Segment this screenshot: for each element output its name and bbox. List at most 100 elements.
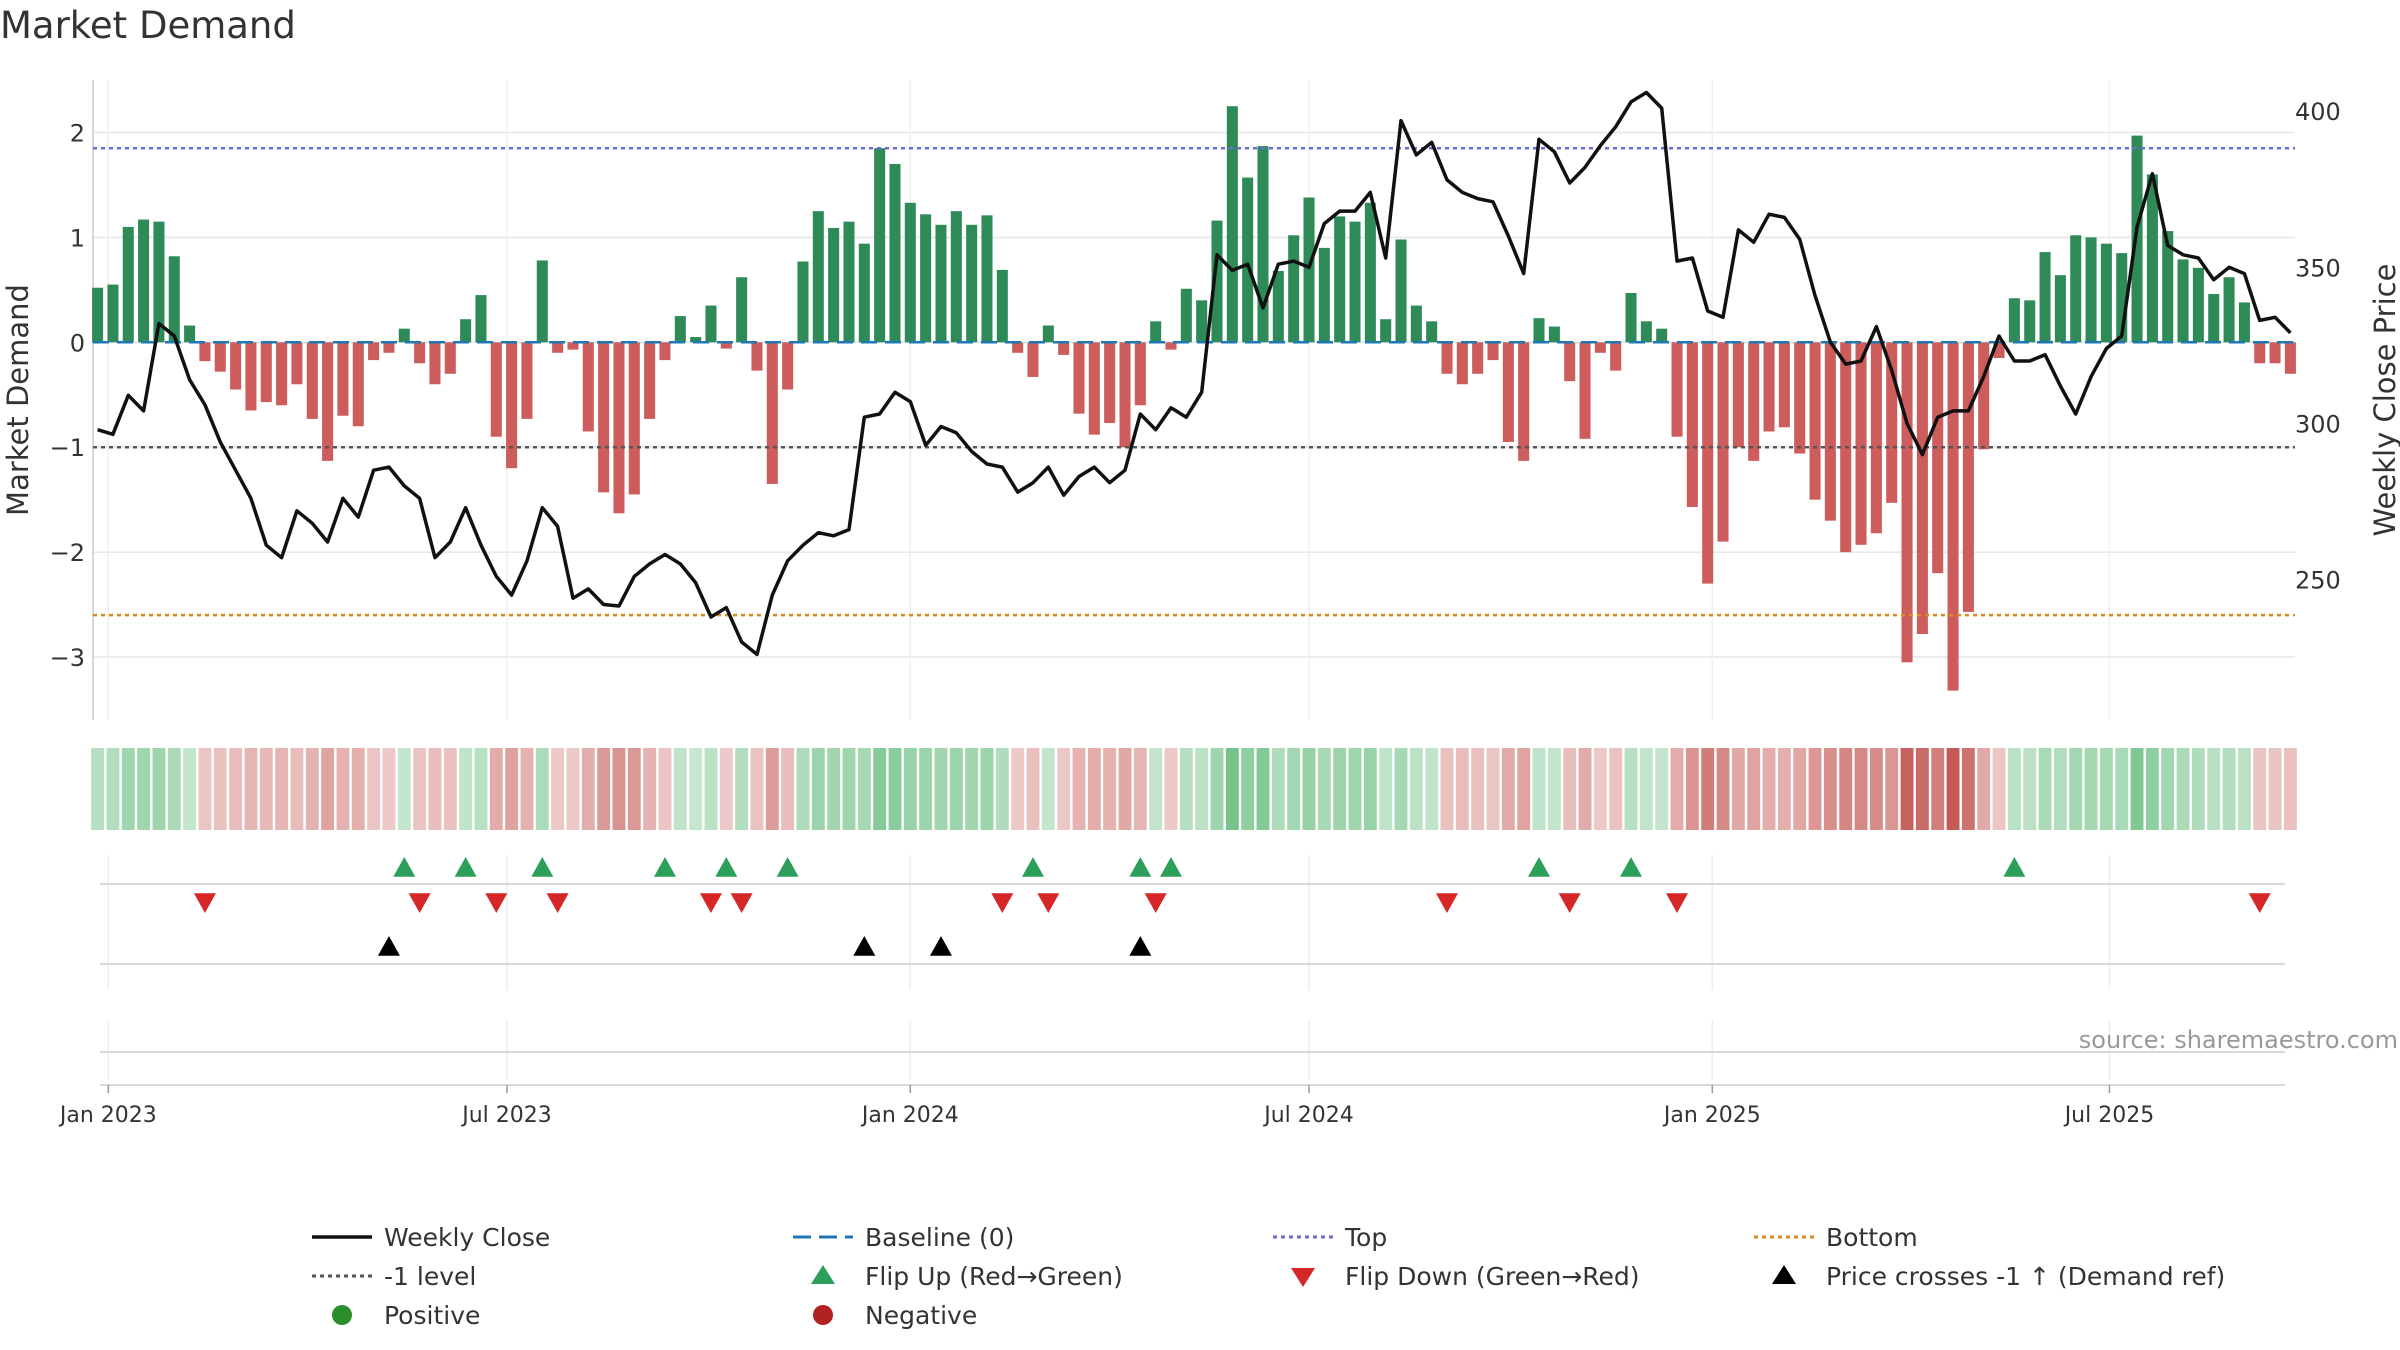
demand-bar xyxy=(1088,342,1100,435)
demand-bar xyxy=(2284,342,2296,374)
heat-strip-cell xyxy=(535,748,549,830)
demand-bar xyxy=(444,342,456,374)
demand-bar xyxy=(690,337,702,343)
demand-bar xyxy=(1441,342,1453,374)
heat-strip-cell xyxy=(597,748,611,830)
demand-bar xyxy=(2254,342,2266,364)
demand-bar xyxy=(843,221,855,343)
x-tick-label: Jul 2023 xyxy=(460,1103,552,1128)
demand-bar xyxy=(2192,267,2204,343)
y-right-tick-label: 250 xyxy=(2295,567,2341,595)
flip-up-marker xyxy=(653,857,676,877)
heat-strip-cell xyxy=(1885,748,1899,830)
demand-bar xyxy=(1947,342,1959,691)
demand-bar xyxy=(214,342,226,372)
demand-bar xyxy=(138,219,150,343)
heat-strip-cell xyxy=(321,748,335,830)
demand-bar xyxy=(322,342,334,461)
demand-bar xyxy=(521,342,533,419)
demand-bar xyxy=(828,227,840,343)
heat-strip-cell xyxy=(137,748,151,830)
demand-bar xyxy=(1732,342,1744,448)
flip-down-marker xyxy=(1037,893,1060,913)
demand-bar xyxy=(1012,342,1024,353)
heat-strip-cell xyxy=(1716,748,1730,830)
heat-strip-cell xyxy=(2222,748,2236,830)
heat-strip-cell xyxy=(627,748,641,830)
heat-strip-cell xyxy=(1087,748,1101,830)
flip-down-marker xyxy=(699,893,722,913)
demand-bar xyxy=(1487,342,1499,361)
demand-bar xyxy=(1794,342,1806,454)
flip-down-marker xyxy=(1144,893,1167,913)
x-tick-label: Jan 2025 xyxy=(1662,1103,1761,1128)
heat-strip-cell xyxy=(1670,748,1684,830)
demand-bar xyxy=(1901,342,1913,663)
demand-bar xyxy=(2177,259,2189,343)
heat-strip-cell xyxy=(290,748,304,830)
heat-strip-cell xyxy=(2176,748,2190,830)
heat-strip-cell xyxy=(1992,748,2006,830)
heat-strip-cell xyxy=(704,748,718,830)
heat-strip-cell xyxy=(198,748,212,830)
heat-strip-cell xyxy=(167,748,181,830)
demand-bar xyxy=(122,226,134,343)
heat-strip-cell xyxy=(443,748,457,830)
flip-up-marker xyxy=(715,857,738,877)
y-right-tick-label: 350 xyxy=(2295,254,2341,282)
heat-strip-cell xyxy=(229,748,243,830)
heat-strip-cell xyxy=(1532,748,1546,830)
y-left-tick-label: −2 xyxy=(50,539,85,567)
chart-title: Market Demand xyxy=(0,4,296,47)
demand-bar xyxy=(506,342,518,469)
demand-bar xyxy=(981,215,993,343)
legend-label: -1 level xyxy=(384,1262,476,1291)
heat-strip-cell xyxy=(336,748,350,830)
x-tick-label: Jul 2024 xyxy=(1262,1103,1354,1128)
legend-label: Bottom xyxy=(1826,1223,1918,1252)
demand-bar xyxy=(1748,342,1760,461)
weekly-close-line xyxy=(97,90,2292,657)
heat-strip-cell xyxy=(1241,748,1255,830)
heat-strip-cell xyxy=(1486,748,1500,830)
heat-strip-cell xyxy=(1517,748,1531,830)
heat-strip-cell xyxy=(275,748,289,830)
flip-up-marker xyxy=(1159,857,1182,877)
legend-item: Negative xyxy=(813,1301,977,1330)
y-left-label: Market Demand xyxy=(1,284,35,516)
demand-bar xyxy=(1257,146,1269,343)
demand-bar xyxy=(1303,197,1315,343)
demand-bar xyxy=(1564,342,1576,382)
heat-strip-cell xyxy=(1363,748,1377,830)
heat-strip-cell xyxy=(1762,748,1776,830)
demand-bar xyxy=(1993,342,2005,359)
heat-strip-cell xyxy=(1593,748,1607,830)
demand-bar xyxy=(168,256,180,343)
demand-bar xyxy=(1594,342,1606,353)
demand-bar xyxy=(1318,247,1330,343)
heat-strip-cell xyxy=(2099,748,2113,830)
heat-strip-cell xyxy=(1609,748,1623,830)
heat-strip-cell xyxy=(1946,748,1960,830)
legend-item: Bottom xyxy=(1754,1223,1918,1252)
heat-strip-cell xyxy=(2145,748,2159,830)
demand-bar xyxy=(858,243,870,343)
heat-strip-cell xyxy=(2007,748,2021,830)
heat-strip-cell xyxy=(1225,748,1239,830)
heat-strip-cell xyxy=(244,748,258,830)
heat-strip-cell xyxy=(152,748,166,830)
flip-down-marker xyxy=(730,893,753,913)
heat-strip-cell xyxy=(1256,748,1270,830)
demand-bar xyxy=(460,319,472,343)
heat-strip-cell xyxy=(1961,748,1975,830)
demand-bar xyxy=(904,202,916,343)
heat-strip-cell xyxy=(1624,748,1638,830)
demand-bar xyxy=(352,342,364,427)
demand-bar xyxy=(1824,342,1836,521)
demand-bar xyxy=(2146,174,2158,343)
heat-strip-cell xyxy=(397,748,411,830)
demand-bar xyxy=(2085,237,2097,343)
demand-bar xyxy=(276,342,288,406)
legend-swatch-triangle-up xyxy=(1772,1265,1796,1284)
demand-bar xyxy=(705,305,717,343)
